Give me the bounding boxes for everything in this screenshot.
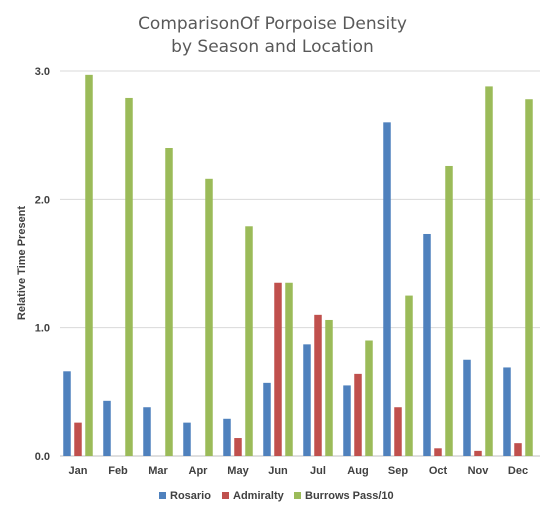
legend-label: Burrows Pass/10: [305, 490, 394, 502]
y-tick-layer: 0.0 1.0 2.0 3.0: [35, 66, 50, 463]
bar-layer: [63, 74, 533, 457]
bar-burrows-pass-10-apr: [205, 178, 213, 457]
bar-burrows-pass-10-oct: [445, 165, 453, 456]
bar-burrows-pass-10-nov: [485, 86, 493, 457]
grid-layer: [60, 70, 540, 457]
x-tick-label: Mar: [148, 465, 168, 477]
bar-rosario-jun: [263, 382, 271, 456]
chart-title-line-1: ComparisonOf Porpoise Density: [138, 14, 407, 34]
bar-rosario-apr: [183, 422, 191, 456]
bar-rosario-jul: [303, 344, 311, 456]
y-axis-label: Relative Time Present: [16, 206, 28, 320]
bar-burrows-pass-10-jun: [285, 282, 293, 456]
bar-burrows-pass-10-jul: [325, 319, 333, 456]
bar-burrows-pass-10-sep: [405, 295, 413, 456]
legend-swatch: [294, 492, 301, 499]
bar-admiralty-nov: [474, 450, 482, 456]
bar-admiralty-jun: [274, 282, 282, 456]
bar-rosario-oct: [423, 233, 431, 456]
bar-rosario-nov: [463, 359, 471, 456]
legend-swatch: [222, 492, 229, 499]
x-tick-label: Aug: [347, 465, 368, 477]
bar-burrows-pass-10-mar: [165, 148, 173, 456]
bar-rosario-mar: [143, 407, 151, 456]
y-tick-label: 0.0: [35, 451, 50, 463]
y-tick-label: 1.0: [35, 323, 50, 335]
bar-rosario-feb: [103, 400, 111, 456]
bar-admiralty-jul: [314, 314, 322, 456]
bar-rosario-jan: [63, 371, 71, 456]
x-tick-label: Jul: [310, 465, 326, 477]
bar-burrows-pass-10-feb: [125, 97, 133, 456]
bar-admiralty-may: [234, 438, 242, 456]
bar-admiralty-sep: [394, 407, 402, 456]
bar-admiralty-jan: [74, 422, 82, 456]
chart-title-line-2: by Season and Location: [171, 37, 374, 57]
x-tick-label: Feb: [108, 465, 128, 477]
y-tick-label: 3.0: [35, 66, 50, 78]
x-tick-label: Sep: [388, 465, 408, 477]
legend-swatch: [159, 492, 166, 499]
legend-label: Admiralty: [233, 490, 285, 502]
bar-admiralty-dec: [514, 443, 522, 456]
legend-label: Rosario: [170, 490, 211, 502]
bar-rosario-dec: [503, 367, 511, 456]
x-tick-label: Jun: [268, 465, 288, 477]
bar-rosario-aug: [343, 385, 351, 456]
bar-burrows-pass-10-dec: [525, 99, 533, 456]
bar-admiralty-aug: [354, 373, 362, 456]
bar-admiralty-oct: [434, 448, 442, 456]
x-tick-label: Apr: [189, 465, 209, 477]
x-tick-layer: Jan Feb Mar Apr May Jun Jul Aug Sep Oct Nov Dec: [69, 465, 529, 477]
y-tick-label: 2.0: [35, 194, 50, 206]
bar-burrows-pass-10-jan: [85, 74, 93, 456]
x-tick-label: May: [227, 465, 249, 477]
x-tick-label: Oct: [429, 465, 448, 477]
legend: Rosario Admiralty Burrows Pass/10: [159, 490, 394, 502]
bar-burrows-pass-10-aug: [365, 340, 373, 456]
bar-rosario-may: [223, 418, 231, 456]
bar-rosario-sep: [383, 122, 391, 456]
x-tick-label: Nov: [468, 465, 490, 477]
bar-burrows-pass-10-may: [245, 226, 253, 456]
x-tick-label: Jan: [69, 465, 88, 477]
x-tick-label: Dec: [508, 465, 528, 477]
